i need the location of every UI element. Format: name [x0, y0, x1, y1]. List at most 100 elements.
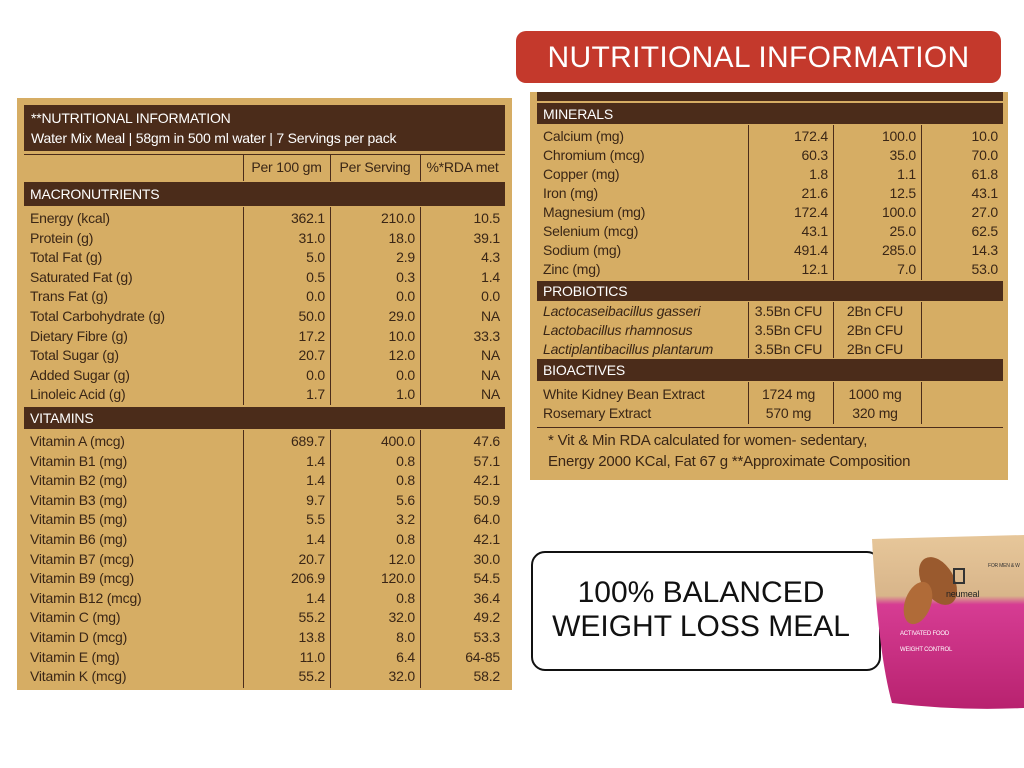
cell: 1.8 [809, 166, 828, 183]
cell: 206.9 [290, 570, 325, 587]
column-header: Per 100 gm [251, 159, 322, 175]
cell: 62.5 [971, 223, 999, 240]
section-title: PROBIOTICS [543, 283, 628, 299]
row-label: Vitamin B12 (mcg) [30, 589, 142, 606]
row-label: Saturated Fat (g) [30, 268, 133, 285]
callout-line: WEIGHT LOSS MEAL [552, 610, 850, 643]
brand: neumeal [946, 589, 980, 599]
callout: 100% BALANCED WEIGHT LOSS MEAL [531, 551, 881, 671]
row-label: Vitamin B7 (mcg) [30, 550, 134, 567]
note: Energy 2000 KCal, Fat 67 g **Approximate… [548, 453, 911, 470]
title: **NUTRITIONAL INFORMATION [31, 110, 231, 126]
column-header: Per Serving [339, 159, 411, 175]
cell: 10.5 [473, 210, 501, 226]
column-line [330, 154, 331, 181]
cell: 13.8 [298, 629, 326, 645]
section-title: BIOACTIVES [543, 362, 626, 378]
column-line [833, 302, 834, 358]
row-label: Lactiplantibacillus plantarum [543, 341, 714, 357]
cell: 9.7 [306, 491, 325, 508]
row-label: Linoleic Acid (g) [30, 386, 126, 403]
row-label: Dietary Fibre (g) [30, 327, 128, 344]
column-line [748, 382, 749, 424]
cell: 320 mg [852, 405, 898, 421]
cell: 30.0 [473, 550, 501, 567]
row-label: Copper (mg) [543, 166, 620, 183]
cell: 42.1 [473, 531, 501, 547]
cell: 47.6 [473, 433, 501, 449]
column-line [420, 154, 421, 181]
cell: 210.0 [380, 210, 415, 226]
row-label: Lactocaseibacillus gasseri [543, 303, 701, 319]
cell: 70.0 [971, 147, 999, 164]
column-header-row [24, 154, 505, 181]
column-line [330, 207, 331, 405]
cell: 20.7 [298, 347, 326, 364]
column-line [921, 302, 922, 358]
cell: 400.0 [380, 433, 415, 449]
cell: 58.2 [473, 668, 501, 685]
cell: 53.0 [971, 261, 999, 278]
cell: 0.8 [396, 452, 415, 469]
column-line [921, 382, 922, 424]
table-title [24, 105, 505, 151]
cell: 3.5Bn CFU [754, 303, 823, 319]
cell: 35.0 [889, 147, 917, 164]
cell: 12.1 [801, 261, 829, 278]
pouch [872, 535, 1024, 709]
row-label: Magnesium (mg) [543, 204, 646, 221]
row-label: Vitamin B9 (mcg) [30, 570, 134, 587]
cell: 36.4 [473, 589, 501, 606]
column-line [748, 125, 749, 280]
row-label: Vitamin B1 (mg) [30, 452, 128, 469]
cell: 0.0 [396, 288, 415, 305]
cell: 100.0 [881, 128, 916, 144]
row-label: Protein (g) [30, 229, 94, 246]
row-label: Rosemary Extract [543, 405, 652, 421]
row-label: Vitamin B3 (mg) [30, 491, 128, 508]
cell: 32.0 [388, 668, 416, 685]
cell: 1.4 [306, 452, 325, 469]
cell: 6.4 [396, 648, 415, 665]
row-label: Trans Fat (g) [30, 288, 108, 305]
subtitle: Water Mix Meal | 58gm in 500 ml water | … [31, 130, 397, 146]
cell: 10.0 [971, 128, 999, 144]
product-image: neumeal FOR MEN & W ACTIVATED FOOD WEIGH… [866, 533, 1024, 713]
row-label: Vitamin D (mcg) [30, 629, 128, 645]
section-header [24, 407, 505, 429]
column-line [330, 430, 331, 688]
cell: 0.0 [306, 366, 325, 383]
cell: 0.5 [306, 268, 325, 285]
column-line [748, 302, 749, 358]
row-label: Iron (mg) [543, 185, 598, 202]
cell: 1.7 [306, 386, 325, 403]
product-line: ACTIVATED FOOD [900, 631, 949, 637]
cell: 7.0 [897, 261, 916, 278]
cell: 20.7 [298, 550, 326, 567]
cell: 172.4 [793, 128, 828, 144]
row-label: Calcium (mg) [543, 128, 624, 144]
cell: 17.2 [298, 327, 326, 344]
cell: 285.0 [881, 242, 916, 259]
column-line [420, 207, 421, 405]
cell: 64-85 [465, 648, 500, 665]
section-title: MINERALS [543, 105, 613, 122]
cell: 42.1 [473, 472, 501, 489]
badge-text: NUTRITIONAL INFORMATION [547, 41, 970, 74]
cell: 1.4 [306, 531, 325, 547]
column-header: %*RDA met [426, 159, 499, 175]
cell: 8.0 [396, 629, 415, 645]
note: * Vit & Min RDA calculated for women- se… [548, 432, 868, 449]
column-line [833, 382, 834, 424]
cell: 1.0 [396, 386, 415, 403]
column-line [243, 154, 244, 181]
cell: 362.1 [290, 210, 325, 226]
cell: 4.3 [481, 249, 500, 266]
row-label: Energy (kcal) [30, 210, 110, 226]
cell: 43.1 [801, 223, 829, 240]
row-label: Selenium (mcg) [543, 223, 639, 240]
cell: 0.8 [396, 531, 415, 547]
row-label: Lactobacillus rhamnosus [543, 322, 693, 338]
cell: 0.8 [396, 589, 415, 606]
cell: 10.0 [388, 327, 416, 344]
